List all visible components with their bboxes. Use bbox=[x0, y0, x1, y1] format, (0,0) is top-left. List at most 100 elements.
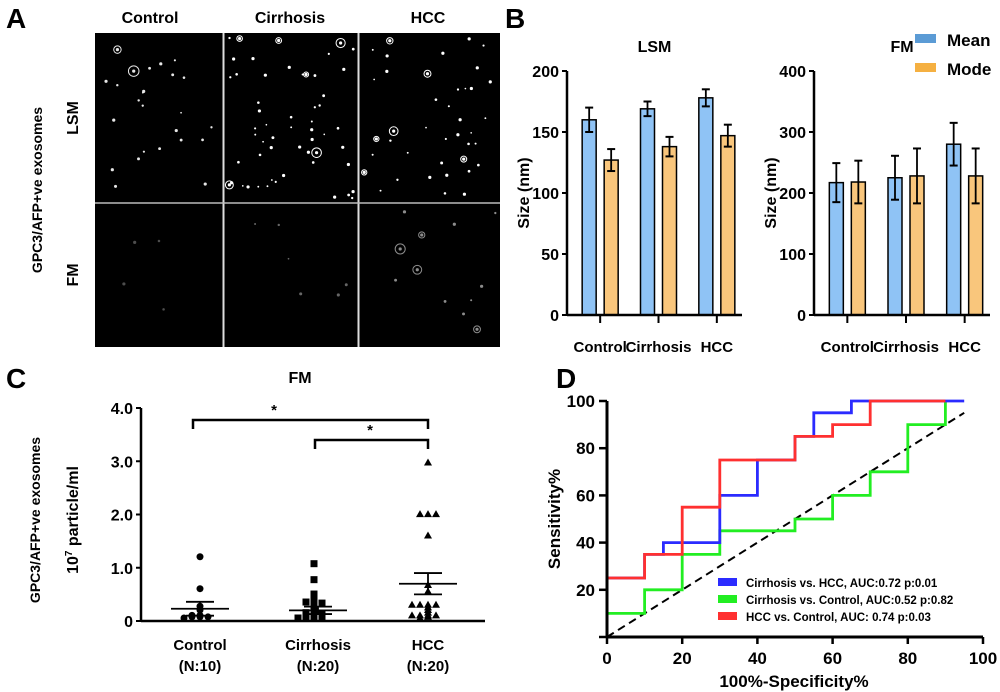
particle bbox=[444, 137, 447, 141]
x-tick-label: HCC bbox=[948, 339, 981, 356]
y-tick-label: 20 bbox=[576, 581, 595, 600]
particle bbox=[462, 312, 466, 316]
particle bbox=[173, 59, 176, 62]
particle bbox=[299, 292, 303, 296]
particle bbox=[104, 79, 108, 83]
x-tick-label: HCC bbox=[412, 637, 445, 654]
particle-ring bbox=[418, 231, 426, 239]
particle bbox=[443, 192, 447, 195]
data-point-square bbox=[318, 613, 326, 621]
particle bbox=[475, 327, 479, 331]
data-point-square bbox=[294, 614, 302, 622]
legend-label: Cirrhosis vs. HCC, AUC:0.72 p:0.01 bbox=[746, 578, 938, 590]
particle bbox=[474, 142, 477, 145]
particle-ring bbox=[373, 135, 380, 143]
data-point-triangle bbox=[416, 600, 424, 608]
legend-label-mean: Mean bbox=[947, 31, 990, 50]
column-label-hcc: HCC bbox=[411, 10, 446, 27]
particle bbox=[456, 133, 460, 137]
particle bbox=[271, 136, 275, 140]
legend-label: HCC vs. Control, AUC: 0.74 p:0.03 bbox=[746, 612, 931, 624]
data-point-square bbox=[310, 576, 318, 584]
particle bbox=[402, 210, 407, 214]
particle bbox=[351, 189, 355, 194]
particle bbox=[482, 44, 485, 47]
particle bbox=[262, 140, 264, 143]
particle bbox=[445, 173, 449, 177]
data-point-triangle bbox=[432, 611, 440, 619]
particle bbox=[336, 293, 340, 297]
particle bbox=[470, 299, 473, 302]
particle bbox=[464, 87, 467, 90]
data-point-square bbox=[302, 598, 310, 606]
particle bbox=[477, 163, 480, 167]
particle bbox=[475, 66, 479, 70]
x-tick-label: HCC bbox=[701, 339, 734, 356]
data-point-square bbox=[310, 608, 318, 616]
x-tick-label: 0 bbox=[602, 649, 611, 668]
particle bbox=[469, 86, 473, 91]
group-size-label: (N:10) bbox=[179, 658, 222, 675]
particle bbox=[484, 117, 487, 120]
particle bbox=[467, 37, 471, 41]
chart-title: LSM bbox=[638, 39, 672, 56]
particle bbox=[254, 127, 257, 130]
bar-mean bbox=[945, 143, 962, 316]
particle bbox=[269, 146, 273, 150]
particle bbox=[228, 36, 231, 40]
panel-label-d: D bbox=[556, 363, 576, 394]
particle bbox=[277, 38, 281, 43]
particle-ring bbox=[394, 243, 406, 255]
particle-ring bbox=[236, 35, 243, 42]
panel-c-scatter-chart: FM GPC3/AFP+ve exosomes 107 particle/ml 0 1.… bbox=[27, 370, 485, 675]
particle bbox=[141, 91, 144, 94]
particle bbox=[362, 170, 366, 174]
particle bbox=[351, 196, 354, 200]
data-point-circle bbox=[196, 585, 204, 593]
particle bbox=[441, 51, 445, 55]
x-tick-label: Control bbox=[821, 339, 874, 356]
particle-ring bbox=[113, 45, 122, 54]
bar-mode bbox=[603, 159, 619, 316]
particle bbox=[311, 161, 315, 164]
particle bbox=[420, 233, 424, 237]
particle bbox=[425, 72, 430, 76]
particle bbox=[398, 247, 402, 251]
particle bbox=[336, 126, 340, 130]
significance-star: * bbox=[271, 402, 277, 419]
data-point-square bbox=[310, 613, 318, 621]
particle bbox=[494, 211, 497, 215]
legend-label-mode: Mode bbox=[947, 60, 991, 79]
particle-ring bbox=[388, 126, 399, 136]
data-point-circle bbox=[204, 613, 212, 621]
y-tick-label: 400 bbox=[779, 64, 806, 81]
particle bbox=[287, 257, 290, 260]
particle bbox=[157, 239, 161, 243]
y-tick-label: 0 bbox=[797, 308, 806, 325]
y-tick-label: 2.0 bbox=[111, 508, 133, 525]
particle bbox=[447, 105, 450, 108]
y-tick-label: 100 bbox=[567, 392, 595, 411]
particle bbox=[458, 118, 462, 122]
particle bbox=[141, 104, 144, 107]
particle bbox=[425, 126, 427, 129]
particle bbox=[115, 48, 120, 52]
particle bbox=[392, 129, 396, 133]
particle bbox=[289, 115, 293, 119]
row-label-lsm: LSM bbox=[65, 101, 82, 135]
particle bbox=[327, 52, 330, 55]
particle bbox=[385, 69, 389, 73]
panel-d-roc-chart: Sensitivity% 100%-Specificity% 20 40 60 80 100… bbox=[545, 392, 997, 691]
particle bbox=[394, 278, 398, 282]
particle bbox=[227, 183, 231, 187]
group-size-label: (N:20) bbox=[297, 658, 340, 675]
particle bbox=[434, 98, 438, 102]
particle bbox=[371, 153, 374, 156]
bar-mean bbox=[639, 108, 656, 316]
particle bbox=[254, 222, 257, 225]
particle bbox=[162, 308, 165, 311]
particle bbox=[467, 142, 470, 146]
y-axis-label: GPC3/AFP+ve exosomes bbox=[27, 437, 43, 603]
data-point-triangle bbox=[424, 531, 432, 539]
